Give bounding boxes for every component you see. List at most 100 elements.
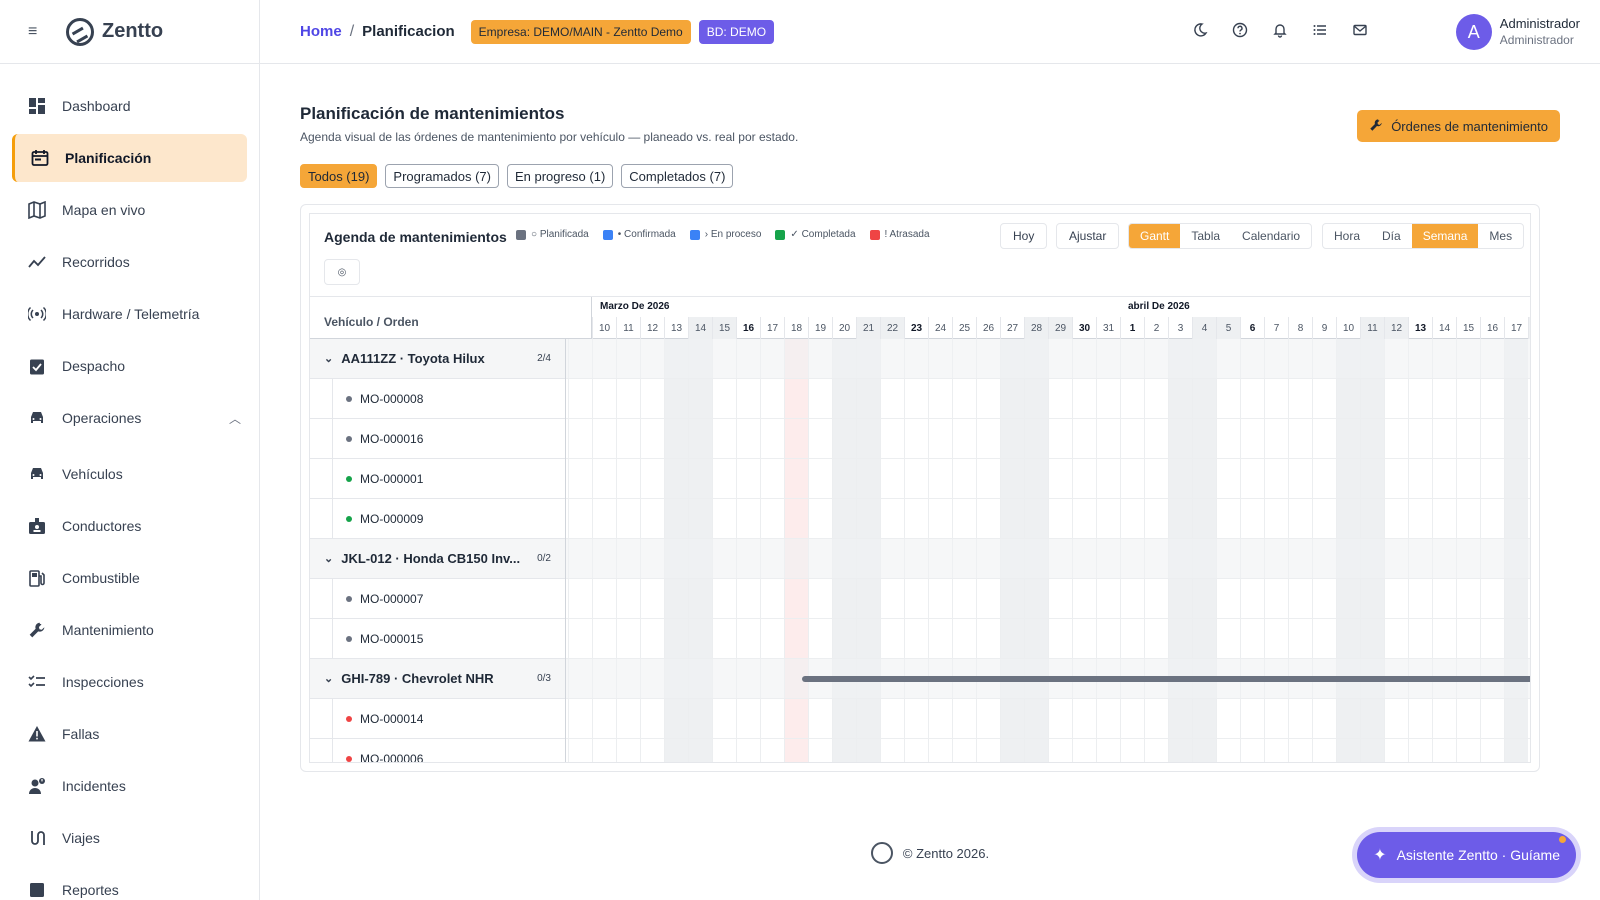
breadcrumb-home[interactable]: Home: [300, 23, 342, 40]
view-option[interactable]: Tabla: [1191, 229, 1221, 243]
day-tick: 29: [1048, 317, 1072, 339]
day-tick: 31: [1096, 317, 1120, 339]
sidebar-item-label: Inspecciones: [62, 674, 144, 690]
topbar-actions: [1190, 20, 1370, 40]
legend-swatch: [516, 229, 526, 240]
status-dot: [346, 595, 352, 602]
order-row[interactable]: MO-000008: [310, 379, 565, 419]
breadcrumb-current: Planificacion: [362, 23, 455, 40]
gantt-panel: Agenda de mantenimientos ○ Planificada • …: [309, 213, 1531, 763]
sidebar-item-mapa-en-vivo[interactable]: Mapa en vivo: [12, 186, 247, 234]
scale-option[interactable]: Día: [1382, 229, 1401, 243]
day-tick: 16: [1480, 317, 1504, 339]
sidebar-item-despacho[interactable]: Despacho: [12, 342, 247, 390]
sidebar-item-hardware-telemetria[interactable]: Hardware / Telemetría: [12, 290, 247, 338]
sidebar-item-incidentes[interactable]: Incidentes: [12, 762, 247, 810]
status-dot: [346, 435, 352, 442]
day-tick: 20: [832, 317, 856, 339]
sidebar-item-label: Incidentes: [62, 778, 126, 794]
sidebar-item-conductores[interactable]: Conductores: [12, 502, 247, 550]
day-tick: 17: [760, 317, 784, 339]
day-tick: 26: [976, 317, 1000, 339]
app-name: Zentto: [102, 20, 164, 42]
vehicle-group-row[interactable]: ⌄ JKL-012 · Honda CB150 Inv... 0/2: [310, 539, 565, 579]
timeline-days: 10 11 12 13 14 15 16 17 18 19 20 21 22 23 24 25 26 27 28 29…: [592, 317, 1530, 339]
order-row[interactable]: MO-000015: [310, 619, 565, 659]
sidebar-item-reportes[interactable]: Reportes: [12, 866, 247, 900]
view-option[interactable]: Calendario: [1242, 229, 1301, 243]
order-row[interactable]: MO-000014: [310, 699, 565, 739]
sidebar-item-label: Reportes: [62, 882, 119, 898]
help-icon[interactable]: [1230, 20, 1250, 40]
settings-circle-icon[interactable]: ◎: [324, 259, 360, 285]
assistant-button[interactable]: ✦ Asistente Zentto · Guíame: [1357, 832, 1576, 878]
sidebar-item-label: Recorridos: [62, 254, 130, 270]
filter-chip[interactable]: Todos (19): [300, 164, 378, 188]
chevron-down-icon[interactable]: ⌄: [324, 353, 334, 365]
sidebar-item-inspecciones[interactable]: Inspecciones: [12, 658, 247, 706]
dark-mode-icon[interactable]: [1190, 20, 1210, 40]
day-tick: 13: [664, 317, 688, 339]
timeline-body: [566, 339, 1530, 762]
timeline-order-row: [566, 459, 1530, 499]
order-row[interactable]: MO-000001: [310, 459, 565, 499]
sidebar-item-recorridos[interactable]: Recorridos: [12, 238, 247, 286]
filter-chip[interactable]: Programados (7): [385, 164, 499, 188]
sidebar-item-viajes[interactable]: Viajes: [12, 814, 247, 862]
sidebar-item-vehiculos[interactable]: Vehículos: [12, 450, 247, 498]
maintenance-orders-button[interactable]: Órdenes de mantenimiento: [1357, 110, 1560, 142]
sidebar-item-mantenimiento[interactable]: Mantenimiento: [12, 606, 247, 654]
vehicle-name: AA111ZZ · Toyota Hilux: [341, 351, 485, 366]
vehicle-group-row[interactable]: ⌄ AA111ZZ · Toyota Hilux 2/4: [310, 339, 565, 379]
view-option[interactable]: Gantt: [1129, 224, 1181, 248]
user-menu[interactable]: A Administrador Administrador: [1455, 14, 1580, 50]
sidebar-item-operaciones[interactable]: Operaciones ︿: [12, 394, 247, 442]
timeline-group-row: [566, 539, 1530, 579]
order-id: MO-000009: [360, 511, 424, 526]
order-id: MO-000015: [360, 631, 424, 646]
sidebar-item-planificacion[interactable]: Planificación: [12, 134, 247, 182]
order-row[interactable]: MO-000006: [310, 739, 565, 762]
notifications-icon[interactable]: [1270, 20, 1290, 40]
order-row[interactable]: MO-000007: [310, 579, 565, 619]
day-tick: 7: [1264, 317, 1288, 339]
sidebar-nav: Dashboard Planificación Mapa en vivo Recorr…: [0, 64, 259, 900]
filter-chip[interactable]: Completados (7): [621, 164, 734, 188]
fit-button[interactable]: Ajustar: [1056, 223, 1120, 249]
timeline-months: Marzo De 2026 abril De 2026: [592, 297, 1530, 317]
timeline-order-row: [566, 699, 1530, 739]
order-row[interactable]: MO-000016: [310, 419, 565, 459]
menu-collapse-icon[interactable]: ≡: [28, 22, 38, 40]
filter-chip[interactable]: En progreso (1): [506, 164, 614, 188]
main-content: Planificación de mantenimientos Agenda v…: [260, 64, 1600, 900]
mail-icon[interactable]: [1350, 20, 1370, 40]
agenda-card: Agenda de mantenimientos ○ Planificada • …: [300, 204, 1540, 772]
legend-swatch: [602, 229, 613, 240]
chevron-down-icon[interactable]: ⌄: [324, 673, 334, 685]
sidebar-item-label: Vehículos: [62, 466, 123, 482]
day-tick: 23: [904, 317, 928, 339]
badge-icon: [26, 515, 48, 537]
chevron-down-icon[interactable]: ⌄: [324, 553, 334, 565]
dashboard-icon: [26, 95, 48, 117]
gantt-bar[interactable]: [802, 676, 1530, 682]
day-tick: 8: [1288, 317, 1312, 339]
order-id: MO-000016: [360, 431, 424, 446]
sidebar-item-label: Fallas: [62, 726, 100, 742]
scale-option[interactable]: Semana: [1411, 224, 1479, 248]
sidebar-item-label: Mantenimiento: [62, 622, 154, 638]
sidebar-item-label: Conductores: [62, 518, 142, 534]
sidebar-item-combustible[interactable]: Combustible: [12, 554, 247, 602]
order-row[interactable]: MO-000009: [310, 499, 565, 539]
list-icon[interactable]: [1310, 20, 1330, 40]
scale-option[interactable]: Mes: [1489, 229, 1513, 243]
scale-option[interactable]: Hora: [1334, 229, 1361, 243]
today-button[interactable]: Hoy: [1000, 223, 1048, 249]
sidebar-item-label: Operaciones: [62, 410, 142, 426]
sidebar-item-dashboard[interactable]: Dashboard: [12, 82, 247, 130]
vehicle-group-row[interactable]: ⌄ GHI-789 · Chevrolet NHR 0/3: [310, 659, 565, 699]
order-count: 0/2: [537, 553, 551, 564]
chevron-up-icon[interactable]: ︿: [228, 411, 241, 426]
app-logo[interactable]: Zentto: [66, 17, 164, 46]
sidebar-item-fallas[interactable]: Fallas: [12, 710, 247, 758]
